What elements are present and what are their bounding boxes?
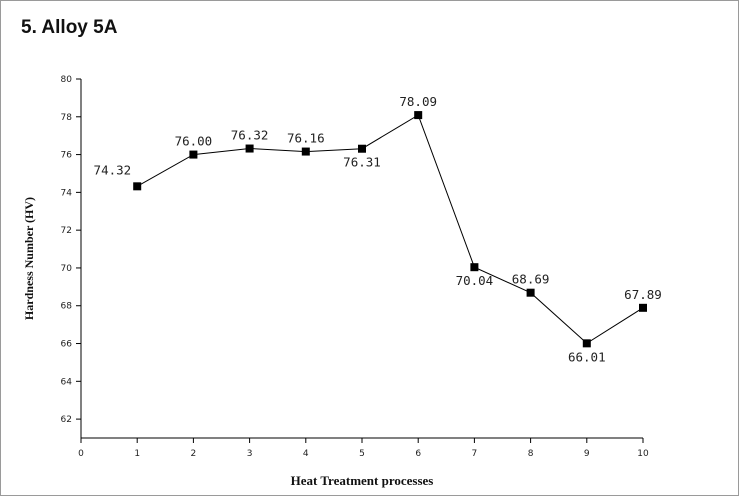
data-point-marker <box>639 303 647 312</box>
data-point-marker <box>414 111 423 120</box>
data-point-marker <box>245 144 254 153</box>
data-label: 74.32 <box>94 162 132 177</box>
marker-layer <box>133 111 647 348</box>
y-tick-label: 68 <box>61 302 73 312</box>
data-point-marker <box>470 263 479 272</box>
x-tick-label: 9 <box>584 449 590 459</box>
data-point-marker <box>582 339 591 348</box>
y-tick-label: 78 <box>61 113 73 123</box>
data-point-marker <box>301 147 310 156</box>
data-label: 66.01 <box>568 349 606 364</box>
y-tick-label: 62 <box>61 415 72 425</box>
data-label-layer: 74.32 76.00 76.32 76.16 76.31 78.09 70.04 68.69… <box>94 94 662 364</box>
x-axis-title: Heat Treatment processes <box>291 473 434 488</box>
y-tick-label: 66 <box>61 340 73 350</box>
data-point-marker <box>526 288 535 297</box>
data-label: 76.16 <box>287 131 325 146</box>
series-line <box>136 114 644 344</box>
data-label: 67.89 <box>624 287 662 302</box>
data-point-marker <box>189 150 198 159</box>
data-label: 76.32 <box>231 128 269 143</box>
y-tick-label: 76 <box>61 151 73 161</box>
x-tick-label: 3 <box>247 449 253 459</box>
x-tick-label: 10 <box>637 449 649 459</box>
series-line-layer <box>136 114 644 344</box>
y-tick-label: 64 <box>61 377 73 387</box>
data-label: 76.31 <box>343 155 381 170</box>
data-label: 68.69 <box>512 272 550 287</box>
x-tick-label: 1 <box>134 449 140 459</box>
x-tick-label: 8 <box>528 449 534 459</box>
y-tick-label: 80 <box>61 75 73 85</box>
x-tick-label: 7 <box>472 449 478 459</box>
data-point-marker <box>133 182 142 191</box>
data-point-marker <box>358 144 366 153</box>
y-tick-label: 74 <box>61 188 73 198</box>
data-label: 76.00 <box>175 134 213 149</box>
y-tick-label: 72 <box>61 226 72 236</box>
y-tick-label: 70 <box>61 264 73 274</box>
x-tick-label: 6 <box>415 449 421 459</box>
x-tick-label: 2 <box>191 449 197 459</box>
x-tick-label: 5 <box>359 449 365 459</box>
x-tick-label: 0 <box>78 449 84 459</box>
x-tick-label: 4 <box>303 449 309 459</box>
chart-title: 5. Alloy 5A <box>21 17 118 38</box>
y-axis-title: Hardness Number (HV) <box>22 197 36 320</box>
data-label: 70.04 <box>456 273 494 288</box>
data-label: 78.09 <box>399 94 437 109</box>
